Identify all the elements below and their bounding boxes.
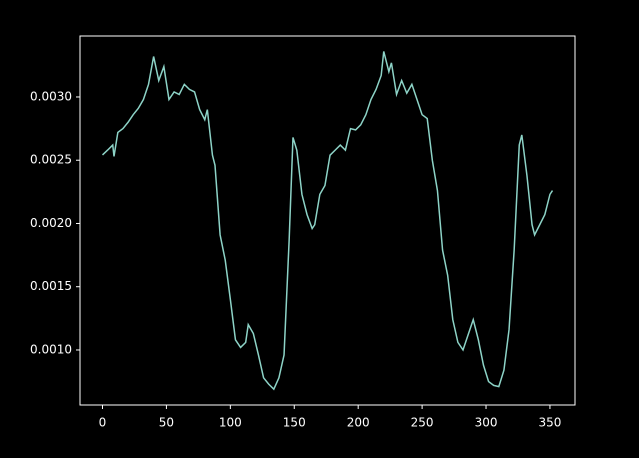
x-tick-label: 100 bbox=[219, 416, 242, 430]
data-line bbox=[101, 51, 554, 391]
y-tick-label: 0.0025 bbox=[30, 153, 72, 167]
x-tick-label: 200 bbox=[347, 416, 370, 430]
x-tick-label: 0 bbox=[99, 416, 107, 430]
x-tick-label: 50 bbox=[159, 416, 174, 430]
y-tick-label: 0.0030 bbox=[30, 89, 72, 103]
y-tick-label: 0.0015 bbox=[30, 279, 72, 293]
plot-frame bbox=[79, 35, 576, 406]
x-tick-label: 150 bbox=[283, 416, 306, 430]
y-tick-label: 0.0020 bbox=[30, 216, 72, 230]
y-tick-label: 0.0010 bbox=[30, 342, 72, 356]
x-tick-label: 250 bbox=[411, 416, 434, 430]
x-tick-label: 300 bbox=[475, 416, 498, 430]
x-tick-label: 350 bbox=[538, 416, 561, 430]
